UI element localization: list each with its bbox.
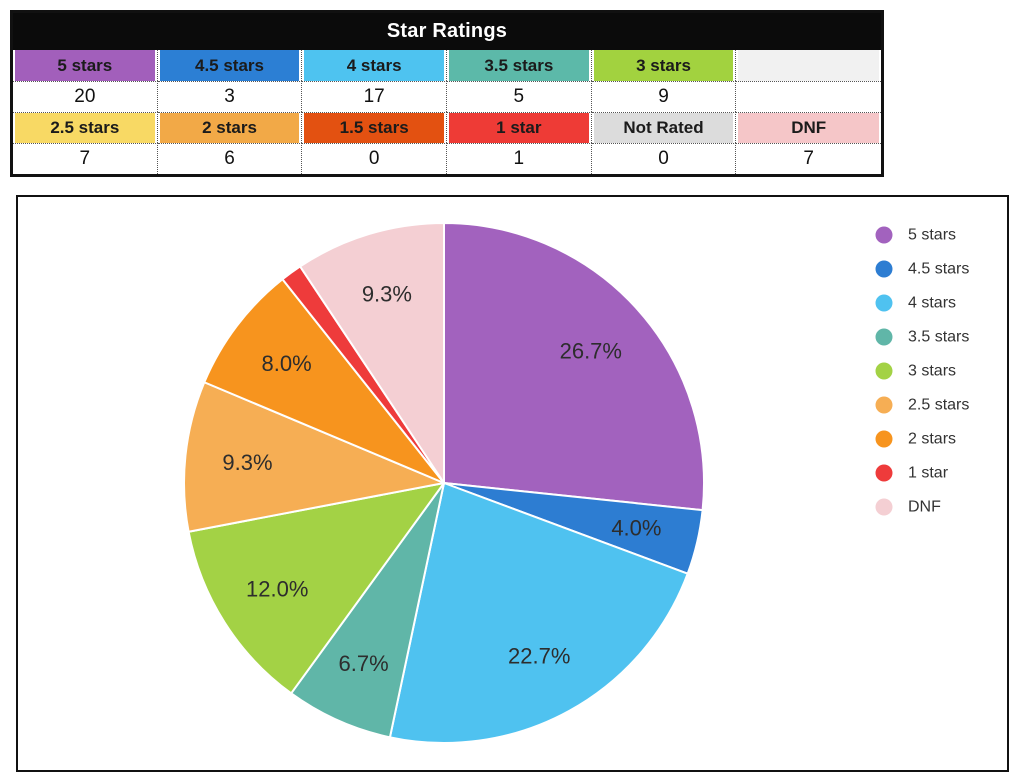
legend-swatch-3-5-stars [875, 328, 893, 346]
legend-swatch-2-5-stars [875, 396, 893, 414]
slice-percent-label-3-stars: 12.0% [246, 576, 308, 601]
header-cell-2-stars-label: 2 stars [159, 113, 300, 143]
legend-swatch-5-stars [875, 226, 893, 244]
legend-label-3-stars: 3 stars [908, 363, 956, 380]
legend-swatch-4-stars [875, 294, 893, 312]
slice-percent-label-5-stars: 26.7% [560, 338, 622, 363]
slice-percent-label-2-stars: 8.0% [262, 351, 312, 376]
header-cell-2-5-stars: 2.5 stars [13, 112, 158, 143]
table-title: Star Ratings [13, 13, 881, 50]
header-cell-3-stars-label: 3 stars [593, 50, 734, 81]
header-cell-1-5-stars-label: 1.5 stars [304, 113, 444, 143]
value-cell-not-rated: 0 [591, 143, 737, 174]
header-cell-3-5-stars-label: 3.5 stars [449, 50, 589, 81]
header-cell-dnf: DNF [736, 112, 881, 143]
value-cell-2-5-stars: 7 [13, 143, 158, 174]
value-cell-1-5-stars: 0 [302, 143, 447, 174]
value-cell-3-5-stars: 5 [447, 81, 592, 112]
header-cell-3-5-stars: 3.5 stars [447, 50, 592, 81]
star-ratings-table: Star Ratings 5 stars 4.5 stars 4 stars 3… [10, 10, 884, 177]
pie-slice-2-stars [203, 278, 445, 484]
rating-header-row-2: 2.5 stars 2 stars 1.5 stars 1 star Not R… [13, 112, 881, 143]
value-cell-4-stars: 17 [302, 81, 447, 112]
header-cell-4-5-stars-label: 4.5 stars [159, 50, 300, 81]
legend-label-dnf: DNF [908, 499, 941, 516]
value-cell-5-stars: 20 [13, 81, 158, 112]
pie-slice-2-5-stars [183, 381, 445, 533]
header-cell-4-stars-label: 4 stars [304, 50, 444, 81]
legend-swatch-2-stars [875, 430, 893, 448]
rating-value-row-1: 20 3 17 5 9 [13, 81, 881, 112]
pie-slice-3-stars [187, 482, 445, 695]
legend-label-1-star: 1 star [908, 465, 949, 482]
pie-slice-5-stars [443, 222, 706, 512]
legend-swatch-4-5-stars [875, 260, 893, 278]
header-cell-1-5-stars: 1.5 stars [302, 112, 447, 143]
legend-label-4-stars: 4 stars [908, 295, 956, 312]
legend-label-5-stars: 5 stars [908, 227, 956, 244]
slice-percent-label-dnf: 9.3% [362, 281, 412, 306]
header-cell-empty [736, 50, 881, 81]
header-cell-5-stars-label: 5 stars [15, 50, 155, 81]
header-cell-1-star-label: 1 star [449, 113, 589, 143]
slice-percent-label-4-5-stars: 4.0% [611, 516, 661, 541]
legend-swatch-dnf [875, 498, 893, 516]
slice-percent-label-4-stars: 22.7% [508, 644, 570, 669]
header-cell-empty-label [738, 50, 879, 81]
header-cell-1-star: 1 star [447, 112, 592, 143]
value-cell-2-stars: 6 [157, 143, 303, 174]
legend-label-3-5-stars: 3.5 stars [908, 329, 969, 346]
pie-slice-dnf [299, 222, 445, 484]
header-cell-2-stars: 2 stars [157, 112, 303, 143]
legend-label-4-5-stars: 4.5 stars [908, 261, 969, 278]
header-cell-dnf-label: DNF [738, 113, 879, 143]
legend-label-2-5-stars: 2.5 stars [908, 397, 969, 414]
legend-label-2-stars: 2 stars [908, 431, 956, 448]
pie-slice-3-5-stars [290, 482, 445, 739]
rating-value-row-2: 7 6 0 1 0 7 [13, 143, 881, 174]
value-cell-4-5-stars: 3 [157, 81, 303, 112]
header-cell-2-5-stars-label: 2.5 stars [15, 113, 155, 143]
pie-chart: 26.7% 4.0% 22.7% 6.7% 12.0% 9.3% 8.0% 9.3% 5 sta… [183, 222, 969, 744]
value-cell-dnf: 7 [736, 143, 881, 174]
header-cell-not-rated-label: Not Rated [593, 113, 734, 143]
chart-panel: 26.7% 4.0% 22.7% 6.7% 12.0% 9.3% 8.0% 9.3% 5 sta… [16, 195, 1009, 772]
rating-header-row-1: 5 stars 4.5 stars 4 stars 3.5 stars 3 st… [13, 50, 881, 81]
slice-percent-label-3-5-stars: 6.7% [339, 651, 389, 676]
slice-percent-label-2-5-stars: 9.3% [222, 450, 272, 475]
value-cell-3-stars: 9 [591, 81, 737, 112]
legend-swatch-3-stars [875, 362, 893, 380]
header-cell-4-5-stars: 4.5 stars [157, 50, 303, 81]
value-cell-empty [736, 81, 881, 112]
header-cell-3-stars: 3 stars [591, 50, 737, 81]
header-cell-not-rated: Not Rated [591, 112, 737, 143]
header-cell-5-stars: 5 stars [13, 50, 158, 81]
value-cell-1-star: 1 [447, 143, 592, 174]
pie-slice-4-stars [388, 482, 689, 744]
legend-swatch-1-star [875, 464, 893, 482]
header-cell-4-stars: 4 stars [302, 50, 447, 81]
